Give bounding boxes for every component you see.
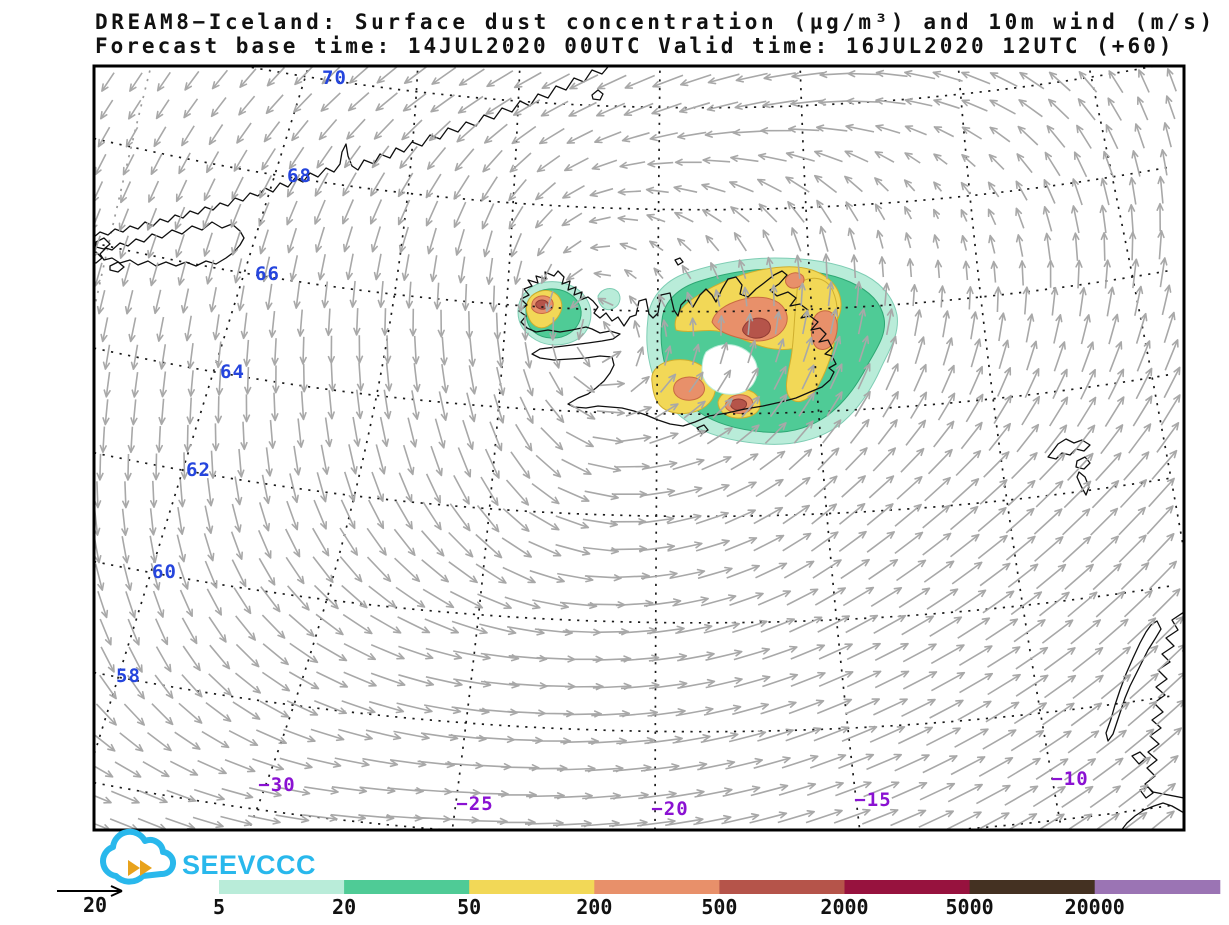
lat-label-58: 58	[116, 665, 141, 687]
faroe-islands-coastline	[1047, 438, 1091, 496]
colorbar-label-5000: 5000	[946, 895, 994, 919]
lat-label-66: 66	[255, 263, 280, 285]
colorbar-segment-20000	[1094, 880, 1221, 894]
meridian-−20	[654, 67, 661, 829]
colorbar-segment-5	[219, 880, 345, 894]
iceland-coastline	[518, 270, 837, 427]
wind-arrow-field	[95, 67, 1183, 829]
greenland-skerries	[95, 89, 604, 273]
coastlines	[95, 67, 1183, 829]
greenland-archipelago	[99, 221, 245, 267]
scotland-north-coastline	[1121, 802, 1183, 829]
lon-label-−15: −15	[854, 789, 891, 811]
wind-arrow-heads	[95, 68, 1183, 829]
colorbar-label-20000: 20000	[1065, 895, 1125, 919]
colorbar-segment-2000	[844, 880, 971, 894]
seevccc-logo: SEEVCCC	[100, 828, 316, 885]
meridian-−25	[451, 67, 521, 829]
outer-hebrides-coastline	[1105, 620, 1162, 742]
dust-concentration-contours	[517, 257, 898, 445]
parallel-62	[95, 452, 1173, 518]
colorbar-label-500: 500	[701, 895, 737, 919]
legend: 20 5 20 50 200 500 2000 5000 20000	[57, 880, 1221, 919]
meridian-unlabeled	[95, 67, 152, 310]
dust-contour-orange-east	[810, 310, 838, 350]
cloud-icon	[100, 828, 177, 885]
parallel-70	[244, 67, 1155, 109]
lat-label-62: 62	[186, 459, 211, 481]
wind-legend-value: 20	[83, 893, 107, 917]
lat-label-68: 68	[287, 165, 312, 187]
lat-lon-graticule	[95, 67, 1183, 829]
dust-colorbar: 5 20 50 200 500 2000 5000 20000	[213, 880, 1221, 919]
colorbar-segment-5000	[969, 880, 1096, 894]
parallel-64	[95, 347, 1173, 415]
colorbar-label-20: 20	[332, 895, 356, 919]
lon-label-−20: −20	[651, 798, 688, 820]
lat-label-64: 64	[220, 361, 245, 383]
colorbar-segment-500	[719, 880, 845, 894]
parallel-66	[95, 242, 1173, 313]
colorbar-label-2000: 2000	[820, 895, 868, 919]
colorbar-segment-200	[594, 880, 720, 894]
figure-subtitle-times: Forecast base time: 14JUL2020 00UTC Vali…	[95, 34, 1174, 58]
lon-label-−10: −10	[1051, 768, 1088, 790]
wind-arrow-shafts	[95, 67, 1183, 829]
figure-title: DREAM8−Iceland: Surface dust concentrati…	[95, 10, 1216, 34]
colorbar-segment-50	[469, 880, 595, 894]
map-border	[92, 64, 1186, 832]
greenland-coastline	[95, 67, 609, 238]
lat-label-70: 70	[322, 67, 347, 89]
wind-speed-legend: 20	[57, 885, 123, 917]
logo-text: SEEVCCC	[182, 850, 316, 880]
wind-legend-arrow-icon	[57, 885, 123, 897]
dust-contour-red-south-coast	[730, 398, 747, 411]
dust-contour-orange-south-lobe	[673, 376, 705, 401]
scotland-northwest-coastline	[1131, 611, 1183, 799]
logo-arrow-icon	[128, 860, 152, 876]
graticule-labels: 70 68 66 64 62 60 58 −30 −25 −20 −15 −10	[116, 67, 1088, 820]
lon-label-−30: −30	[258, 774, 295, 796]
colorbar-label-200: 200	[576, 895, 612, 919]
meridian-−10	[957, 67, 1063, 829]
iceland-offshore-islets	[674, 257, 709, 435]
colorbar-segment-20	[344, 880, 470, 894]
lon-label-−25: −25	[456, 793, 493, 815]
map-canvas: 70 68 66 64 62 60 58 −30 −25 −20 −15 −10	[95, 67, 1183, 829]
parallel-68	[95, 137, 1173, 211]
colorbar-label-5: 5	[213, 895, 225, 919]
colorbar-label-50: 50	[457, 895, 481, 919]
lat-label-60: 60	[152, 561, 177, 583]
dust-clear-gap	[701, 344, 758, 395]
